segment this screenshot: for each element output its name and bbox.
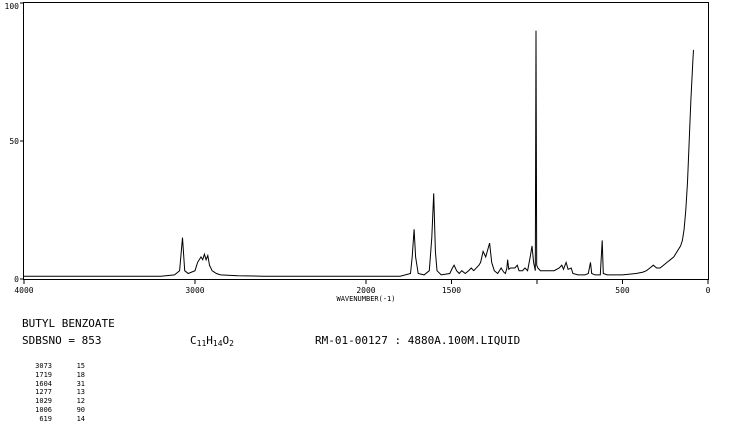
sdbs-number: SDBSNO = 853 (22, 334, 102, 347)
x-axis-label: WAVENUMBER(-1) (336, 295, 395, 303)
peak-intensity: 18 (76, 370, 85, 379)
peak-intensity: 13 (76, 388, 85, 397)
compound-name: BUTYL BENZOATE (22, 317, 115, 330)
x-tick-label: 2000 (356, 286, 375, 295)
peak-wavenumber: 1604 (35, 379, 52, 388)
formula-h-count: 14 (212, 339, 223, 348)
y-tick-label: 0 (14, 275, 19, 284)
molecular-formula: C11H14O2 (190, 334, 234, 350)
y-tick-label: 50 (9, 137, 19, 146)
peak-wavenumber: 1029 (35, 397, 52, 406)
peak-row: 619 14 (22, 415, 85, 424)
peak-row: 1277 13 (22, 388, 85, 397)
peak-row: 3073 15 (22, 362, 85, 371)
peak-intensity: 14 (76, 414, 85, 423)
peak-row: 1604 31 (22, 380, 85, 389)
x-tick-label: 500 (615, 286, 630, 295)
peak-row: 1006 90 (22, 406, 85, 415)
peak-wavenumber: 619 (39, 414, 52, 423)
peak-wavenumber: 3073 (35, 362, 52, 370)
peak-wavenumber: 1277 (35, 388, 52, 397)
x-tick-label: 1500 (442, 286, 461, 295)
peak-wavenumber: 1006 (35, 405, 52, 414)
peak-intensity: 12 (76, 397, 85, 406)
formula-o-count: 2 (229, 339, 234, 348)
measurement-info: RM-01-00127 : 4880A.100M.LIQUID (315, 334, 521, 347)
x-tick-label: 0 (706, 286, 711, 295)
peak-table: 3073 15 1719 18 1604 31 1277 13 1029 12 1006 90 619 1… (22, 362, 85, 424)
y-axis-ticks: 0 50 100 (5, 2, 24, 284)
formula-c: C (190, 334, 197, 347)
peak-intensity: 15 (76, 362, 85, 370)
peak-row: 1719 18 (22, 371, 85, 380)
spectrum-chart: 4000 3000 2000 1500 500 0 0 50 100 WAVENUMBER(-… (5, 2, 711, 303)
peak-row: 1029 12 (22, 397, 85, 406)
x-axis-ticks: 4000 3000 2000 1500 500 0 (14, 279, 711, 295)
peak-intensity: 31 (76, 379, 85, 388)
peak-wavenumber: 1719 (35, 370, 52, 379)
x-tick-label: 3000 (185, 286, 204, 295)
plot-frame (23, 2, 709, 280)
formula-h: H (206, 334, 213, 347)
formula-c-count: 11 (196, 339, 207, 348)
x-tick-label: 4000 (14, 286, 33, 295)
peak-intensity: 90 (76, 405, 85, 414)
formula-o: O (222, 334, 230, 347)
y-tick-label: 100 (5, 2, 20, 11)
spectrum-series-line (24, 30, 694, 277)
